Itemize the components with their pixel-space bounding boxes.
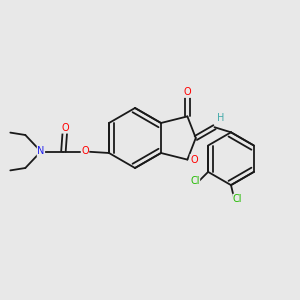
Text: O: O: [190, 154, 198, 165]
Text: O: O: [81, 146, 89, 157]
Text: N: N: [37, 146, 45, 157]
Text: O: O: [61, 123, 69, 133]
Text: Cl: Cl: [190, 176, 200, 187]
Text: O: O: [184, 87, 191, 98]
Text: Cl: Cl: [233, 194, 242, 204]
Text: H: H: [217, 113, 224, 123]
